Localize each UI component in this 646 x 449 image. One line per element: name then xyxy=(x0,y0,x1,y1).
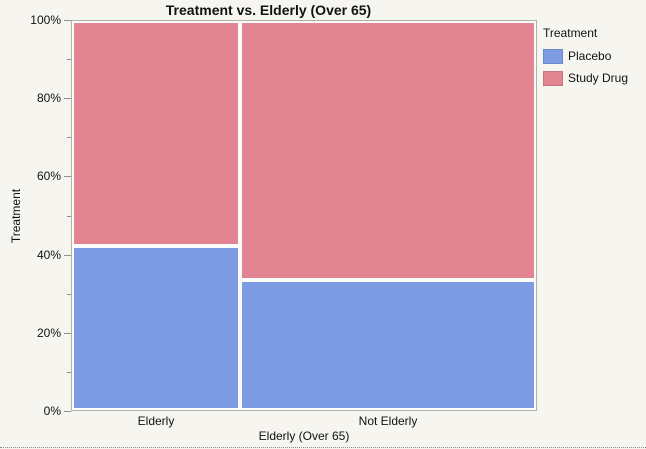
legend-title: Treatment xyxy=(543,26,598,40)
legend-item-placebo: Placebo xyxy=(543,49,628,64)
y-axis-title: Treatment xyxy=(9,188,23,244)
legend-items: Placebo Study Drug xyxy=(543,49,628,86)
x-axis-title: Elderly (Over 65) xyxy=(258,429,350,443)
mosaic-tile-not-elderly-study-drug[interactable] xyxy=(242,23,534,278)
y-major-tick xyxy=(64,255,71,256)
category-label-not-elderly: Not Elderly xyxy=(358,414,418,428)
legend-item-label: Study Drug xyxy=(568,71,629,85)
y-minor-tick xyxy=(67,294,71,295)
category-label-elderly: Elderly xyxy=(137,414,175,428)
y-major-tick xyxy=(64,176,71,177)
y-tick-label: 80% xyxy=(36,91,61,105)
legend-item-label: Placebo xyxy=(568,49,612,63)
y-tick-label: 40% xyxy=(36,248,61,262)
y-major-tick xyxy=(64,411,71,412)
mosaic-tile-not-elderly-placebo[interactable] xyxy=(242,282,534,408)
plot-area[interactable] xyxy=(71,20,537,411)
mosaic-tile-elderly-study-drug[interactable] xyxy=(74,23,238,244)
mosaic-tile-elderly-placebo[interactable] xyxy=(74,248,238,408)
y-minor-tick xyxy=(67,216,71,217)
y-major-tick xyxy=(64,333,71,334)
y-minor-tick xyxy=(67,59,71,60)
y-tick-label: 100% xyxy=(30,13,61,27)
y-minor-tick xyxy=(67,137,71,138)
legend: Treatment Placebo Study Drug xyxy=(543,26,628,93)
legend-swatch-placebo[interactable] xyxy=(543,49,563,64)
legend-swatch-study-drug[interactable] xyxy=(543,71,563,86)
y-major-tick xyxy=(64,20,71,21)
y-tick-label: 60% xyxy=(36,169,61,183)
legend-item-study-drug: Study Drug xyxy=(543,71,628,86)
section-divider xyxy=(0,447,646,448)
y-minor-tick xyxy=(67,372,71,373)
chart-title: Treatment vs. Elderly (Over 65) xyxy=(165,2,372,18)
y-tick-label: 0% xyxy=(43,404,61,418)
y-tick-label: 20% xyxy=(36,326,61,340)
y-major-tick xyxy=(64,98,71,99)
